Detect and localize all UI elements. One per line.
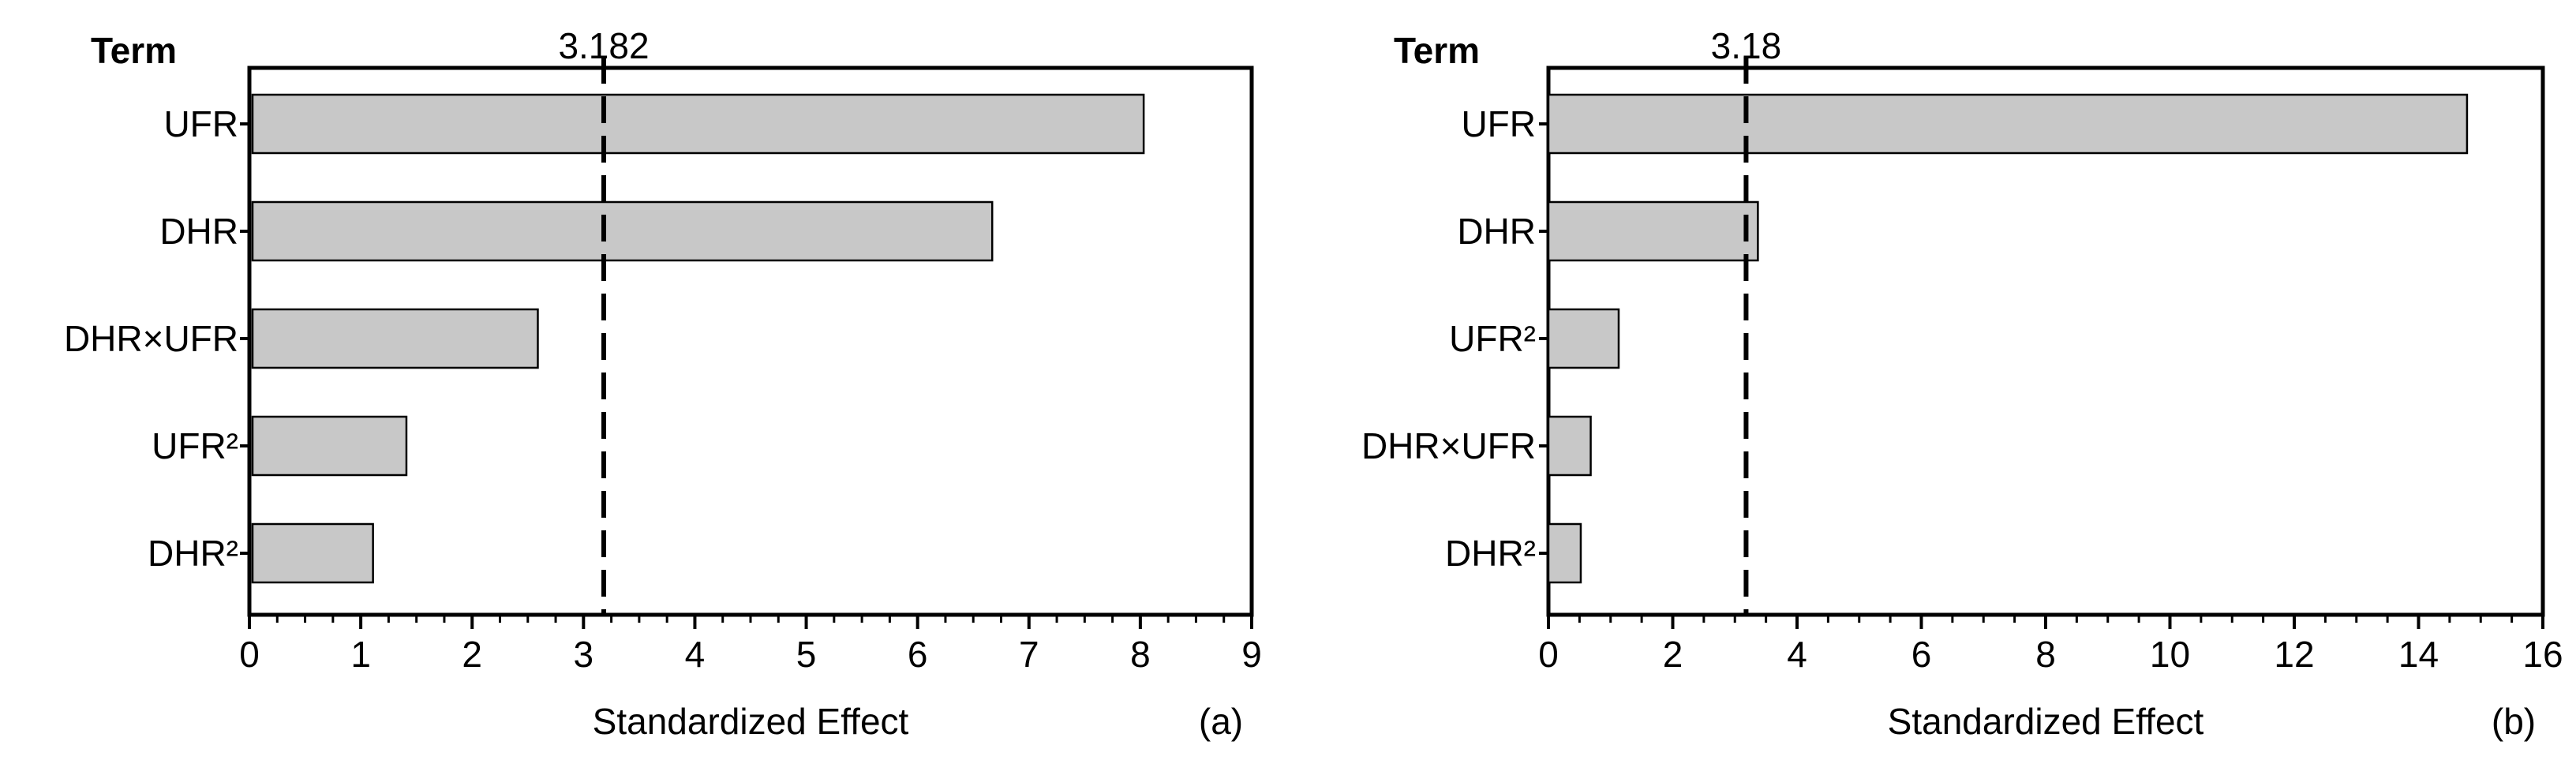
x-axis-label-a: Standardized Effect bbox=[593, 701, 909, 742]
x-tick-label-a-3: 3 bbox=[574, 634, 594, 675]
x-tick-label-a-2: 2 bbox=[462, 634, 482, 675]
x-axis-label-b: Standardized Effect bbox=[1888, 701, 2204, 742]
category-label-a-2: DHR×UFR bbox=[64, 318, 238, 359]
bar-a-4 bbox=[251, 522, 374, 584]
x-tick-label-b-1: 2 bbox=[1663, 634, 1683, 675]
x-tick-label-a-9: 9 bbox=[1241, 634, 1262, 675]
x-tick-label-a-6: 6 bbox=[908, 634, 928, 675]
bar-b-4 bbox=[1547, 522, 1582, 584]
bar-a-3 bbox=[251, 415, 408, 477]
category-label-b-0: UFR bbox=[1461, 103, 1536, 144]
x-tick-label-b-0: 0 bbox=[1538, 634, 1559, 675]
category-label-a-1: DHR bbox=[159, 211, 238, 252]
x-tick-label-a-7: 7 bbox=[1019, 634, 1039, 675]
bar-b-1 bbox=[1547, 200, 1759, 262]
category-label-a-3: UFR² bbox=[152, 425, 238, 466]
x-tick-label-a-5: 5 bbox=[796, 634, 817, 675]
x-tick-label-b-2: 4 bbox=[1787, 634, 1807, 675]
category-label-b-1: DHR bbox=[1457, 211, 1536, 252]
x-tick-label-b-3: 6 bbox=[1911, 634, 1932, 675]
panel-label-b: (b) bbox=[2492, 701, 2536, 742]
category-label-b-2: UFR² bbox=[1449, 318, 1536, 359]
x-tick-label-a-0: 0 bbox=[239, 634, 260, 675]
term-header-a: Term bbox=[91, 30, 177, 71]
bar-a-1 bbox=[251, 200, 994, 262]
x-tick-label-b-6: 12 bbox=[2274, 634, 2314, 675]
bar-a-0 bbox=[251, 93, 1145, 155]
term-header-b: Term bbox=[1394, 30, 1480, 71]
category-label-b-4: DHR² bbox=[1445, 533, 1536, 574]
bar-b-2 bbox=[1547, 308, 1620, 369]
x-tick-label-b-4: 8 bbox=[2035, 634, 2056, 675]
x-tick-label-a-8: 8 bbox=[1130, 634, 1151, 675]
category-label-a-4: DHR² bbox=[148, 533, 238, 574]
x-tick-label-b-7: 14 bbox=[2398, 634, 2439, 675]
category-label-b-3: DHR×UFR bbox=[1361, 425, 1536, 466]
reference-line-label-b: 3.18 bbox=[1711, 25, 1782, 66]
bar-b-3 bbox=[1547, 415, 1592, 477]
x-tick-label-a-4: 4 bbox=[685, 634, 706, 675]
category-label-a-0: UFR bbox=[163, 103, 238, 144]
x-tick-label-b-5: 10 bbox=[2150, 634, 2190, 675]
bar-b-0 bbox=[1547, 93, 2469, 155]
x-tick-label-b-8: 16 bbox=[2522, 634, 2563, 675]
panel-label-a: (a) bbox=[1199, 701, 1243, 742]
x-tick-label-a-1: 1 bbox=[350, 634, 371, 675]
reference-line-label-a: 3.182 bbox=[558, 25, 649, 66]
bar-a-2 bbox=[251, 308, 539, 369]
